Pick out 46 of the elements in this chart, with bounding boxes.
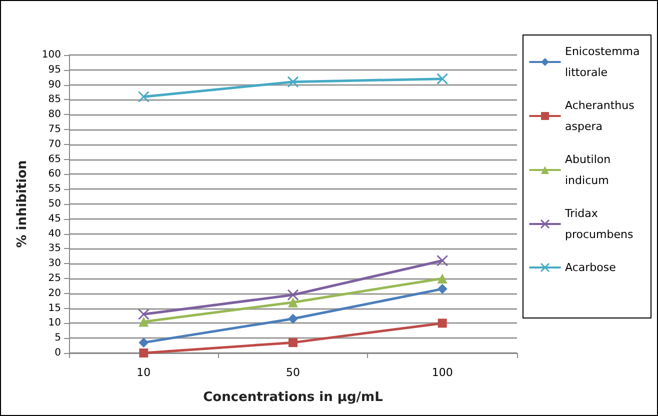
point bbox=[436, 254, 448, 266]
y-tick-label: 50 bbox=[48, 198, 61, 210]
y-tick-label: 70 bbox=[48, 138, 61, 150]
point bbox=[436, 73, 448, 85]
y-tick-label: 0 bbox=[54, 348, 61, 358]
y-tick-label: 80 bbox=[48, 109, 61, 120]
y-tick-label: 85 bbox=[48, 94, 61, 106]
point bbox=[138, 308, 150, 320]
y-tick-label: 15 bbox=[48, 302, 61, 314]
point bbox=[138, 338, 149, 348]
point bbox=[438, 318, 447, 328]
point bbox=[288, 314, 298, 324]
point bbox=[288, 338, 298, 348]
point bbox=[288, 297, 298, 308]
point bbox=[138, 90, 150, 102]
y-tick-label: 65 bbox=[48, 154, 61, 165]
legend-label: Tridax procumbens bbox=[564, 207, 634, 241]
y-tick-label: 35 bbox=[48, 243, 61, 254]
legend-label: Abutilon indicum bbox=[565, 153, 614, 187]
y-tick-label: 10 bbox=[48, 318, 61, 329]
y-tick-label: 20 bbox=[48, 288, 61, 299]
legend-label: Acheranthus aspera bbox=[565, 99, 638, 133]
point bbox=[287, 289, 299, 301]
x-tick-label: 50 bbox=[286, 366, 300, 379]
y-tick-label: 100 bbox=[42, 50, 61, 60]
y-tick-label: 90 bbox=[48, 79, 61, 90]
x-tick-label: 10 bbox=[136, 366, 151, 379]
y-tick-label: 30 bbox=[48, 258, 61, 270]
legend-label: Enicostemma littorale bbox=[565, 45, 644, 79]
x-axis-title: Concentrations in µg/mL bbox=[203, 390, 383, 405]
y-axis-title: % inhibition bbox=[15, 160, 30, 248]
legend-label: Acarbose bbox=[565, 261, 616, 274]
point bbox=[138, 316, 149, 327]
y-tick-label: 5 bbox=[54, 332, 61, 344]
y-tick-label: 40 bbox=[48, 228, 61, 240]
point bbox=[437, 284, 448, 294]
y-tick-label: 25 bbox=[48, 273, 61, 284]
point bbox=[437, 274, 448, 284]
y-tick-label: 95 bbox=[48, 64, 61, 76]
point bbox=[139, 348, 148, 358]
point bbox=[287, 76, 299, 88]
y-tick-label: 60 bbox=[48, 168, 61, 180]
y-tick-label: 45 bbox=[48, 213, 61, 224]
x-tick-label: 100 bbox=[432, 366, 453, 379]
y-tick-label: 75 bbox=[48, 124, 61, 135]
y-tick-label: 55 bbox=[48, 184, 61, 195]
